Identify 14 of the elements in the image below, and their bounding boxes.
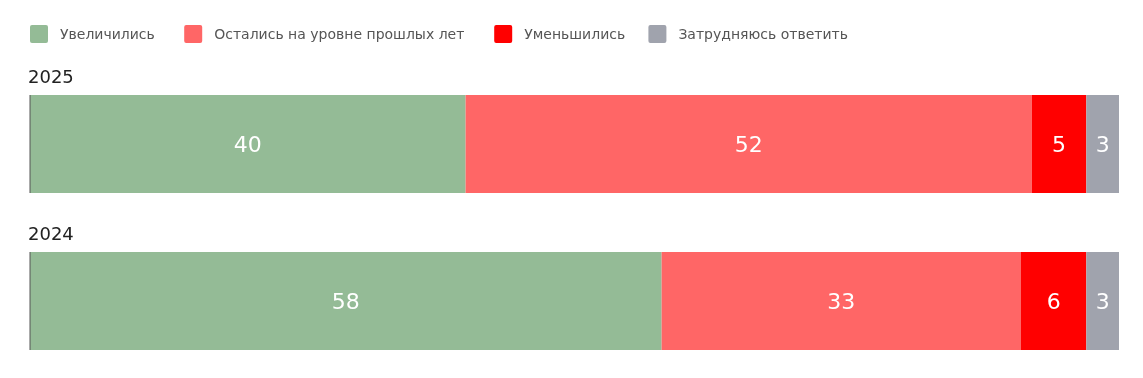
data-label: 58 (331, 288, 360, 314)
legend-label: Затрудняюсь ответить (678, 25, 848, 42)
data-label: 5 (1052, 131, 1067, 157)
data-label: 33 (827, 288, 856, 314)
legend-label: Уменьшились (524, 25, 626, 42)
y-tick-label: 2024 (28, 223, 74, 244)
y-tick-label: 2025 (28, 66, 74, 87)
data-label: 52 (734, 131, 763, 157)
data-label: 6 (1046, 288, 1061, 314)
data-label: 40 (233, 131, 262, 157)
data-label: 3 (1095, 288, 1110, 314)
legend-label: Остались на уровне прошлых лет (214, 25, 465, 42)
data-label: 3 (1095, 131, 1110, 157)
legend-label: Увеличились (60, 25, 155, 42)
